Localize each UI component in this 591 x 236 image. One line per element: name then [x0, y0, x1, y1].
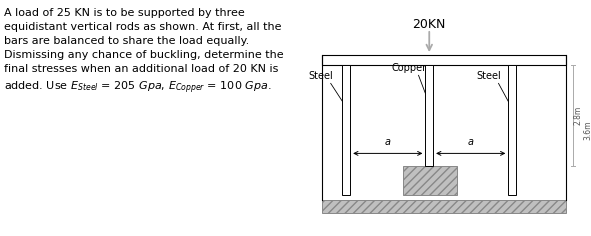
- Text: 3.6m: 3.6m: [583, 120, 591, 140]
- Text: Steel: Steel: [309, 72, 333, 81]
- Bar: [508, 65, 516, 195]
- Text: 20KN: 20KN: [413, 18, 446, 31]
- Text: a: a: [467, 137, 474, 148]
- Bar: [322, 200, 566, 213]
- Text: 2.8m: 2.8m: [574, 106, 583, 125]
- Bar: [403, 166, 457, 195]
- Bar: [426, 65, 433, 166]
- Text: Copper: Copper: [391, 63, 426, 73]
- Text: a: a: [385, 137, 391, 148]
- Text: Steel: Steel: [476, 72, 501, 81]
- Text: A load of 25 KN is to be supported by three
equidistant vertical rods as shown. : A load of 25 KN is to be supported by th…: [4, 8, 284, 96]
- Bar: [322, 55, 566, 65]
- Bar: [342, 65, 350, 195]
